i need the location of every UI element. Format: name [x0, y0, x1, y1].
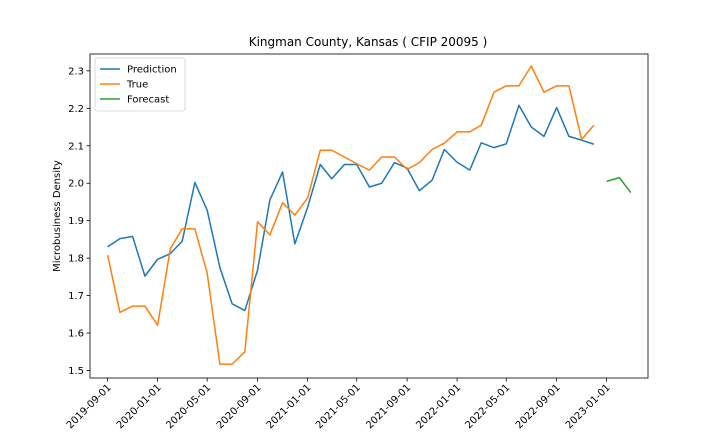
y-axis: 1.5 1.6 1.7 1.8 1.9 2.0 2.1 2.2 2.3 [68, 66, 90, 377]
legend: Prediction True Forecast [94, 57, 186, 112]
y-tick-label: 1.9 [68, 216, 84, 227]
series-layer [106, 65, 632, 365]
legend-box [94, 57, 186, 112]
series-line-prediction [107, 104, 595, 312]
legend-label: True [126, 80, 148, 91]
series-line-forecast [606, 176, 632, 194]
y-tick-label: 1.5 [68, 366, 84, 377]
legend-label: Forecast [127, 95, 169, 106]
y-tick-label: 2.0 [68, 179, 84, 190]
series-line-true [106, 65, 595, 365]
y-axis-label: Microbusiness Density [52, 160, 63, 272]
y-tick-label: 2.2 [68, 104, 84, 115]
y-tick-label: 1.7 [68, 291, 84, 302]
legend-label: Prediction [127, 65, 177, 76]
y-tick-label: 2.1 [68, 141, 84, 152]
y-tick-label: 1.8 [68, 254, 84, 265]
chart-title: Kingman County, Kansas ( CFIP 20095 ) [249, 35, 488, 49]
y-tick-label: 2.3 [68, 66, 84, 77]
y-tick-label: 1.6 [68, 329, 84, 340]
plot-frame [89, 53, 649, 379]
